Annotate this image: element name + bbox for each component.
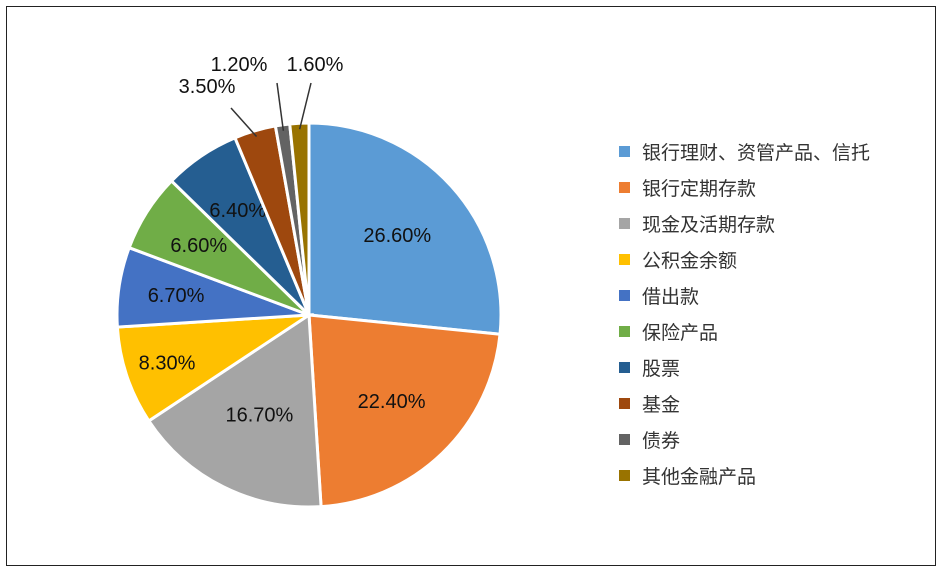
slice-label-7: 6.40% [209, 200, 266, 222]
slice-label-10: 1.60% [287, 54, 344, 76]
legend-item-8: 基金 [619, 385, 939, 421]
slice-label-1: 26.60% [363, 225, 431, 247]
legend-swatch-8 [619, 397, 630, 409]
legend-item-3: 现金及活期存款 [619, 205, 939, 241]
pie-slice-3 [146, 312, 323, 509]
pie-slice-4 [115, 313, 315, 423]
slice-label-3: 16.70% [225, 405, 293, 427]
slice-label-5: 6.70% [148, 285, 205, 307]
legend-label-2: 银行定期存款 [642, 177, 757, 200]
slice-label-6: 6.60% [170, 235, 227, 257]
legend-label-5: 借出款 [642, 285, 700, 308]
slice-label-8: 3.50% [179, 76, 236, 98]
legend-item-1: 银行理财、资管产品、信托 [619, 133, 939, 169]
legend: 银行理财、资管产品、信托 银行定期存款 现金及活期存款 公积金余额借出款保险产品股票基… [619, 133, 939, 493]
legend-item-9: 债券 [619, 421, 939, 457]
legend-item-10: 其他金融产品 [619, 457, 939, 493]
legend-label-8: 基金 [642, 393, 681, 416]
legend-item-4: 公积金余额 [619, 241, 939, 277]
leader-line-10 [298, 82, 312, 130]
pie-slice-1 [307, 121, 503, 336]
leader-line-8 [230, 107, 258, 138]
pie-slice-10 [288, 121, 311, 316]
legend-item-6: 保险产品 [619, 313, 939, 349]
legend-label-4: 公积金余额 [642, 249, 738, 272]
legend-label-7: 股票 [642, 357, 681, 380]
legend-swatch-6 [619, 325, 630, 337]
slice-label-9: 1.20% [211, 54, 268, 76]
legend-swatch-9 [619, 433, 630, 445]
legend-label-9: 债券 [642, 429, 681, 452]
leader-line-9 [276, 82, 285, 131]
pie-chart: 26.60% 22.40% 16.70% 8.30% 6.70% 6.60% 6.40% 3.… [115, 54, 503, 509]
legend-item-7: 股票 [619, 349, 939, 385]
pie-slice-2 [307, 313, 502, 509]
legend-label-6: 保险产品 [642, 321, 719, 344]
legend-swatch-2 [619, 181, 630, 193]
legend-swatch-7 [619, 361, 630, 373]
chart-frame: 26.60% 22.40% 16.70% 8.30% 6.70% 6.60% 6.40% 3.… [6, 6, 936, 566]
legend-item-2: 银行定期存款 [619, 169, 939, 205]
legend-swatch-3 [619, 217, 630, 229]
legend-label-10: 其他金融产品 [642, 465, 757, 488]
legend-label-1: 银行理财、资管产品、信托 [642, 141, 871, 164]
legend-item-5: 借出款 [619, 277, 939, 313]
legend-swatch-5 [619, 289, 630, 301]
legend-swatch-10 [619, 469, 630, 481]
legend-swatch-4 [619, 253, 630, 265]
legend-label-3: 现金及活期存款 [642, 213, 776, 236]
slice-label-2: 22.40% [358, 391, 426, 413]
slice-label-4: 8.30% [139, 353, 196, 375]
legend-swatch-1 [619, 145, 630, 157]
